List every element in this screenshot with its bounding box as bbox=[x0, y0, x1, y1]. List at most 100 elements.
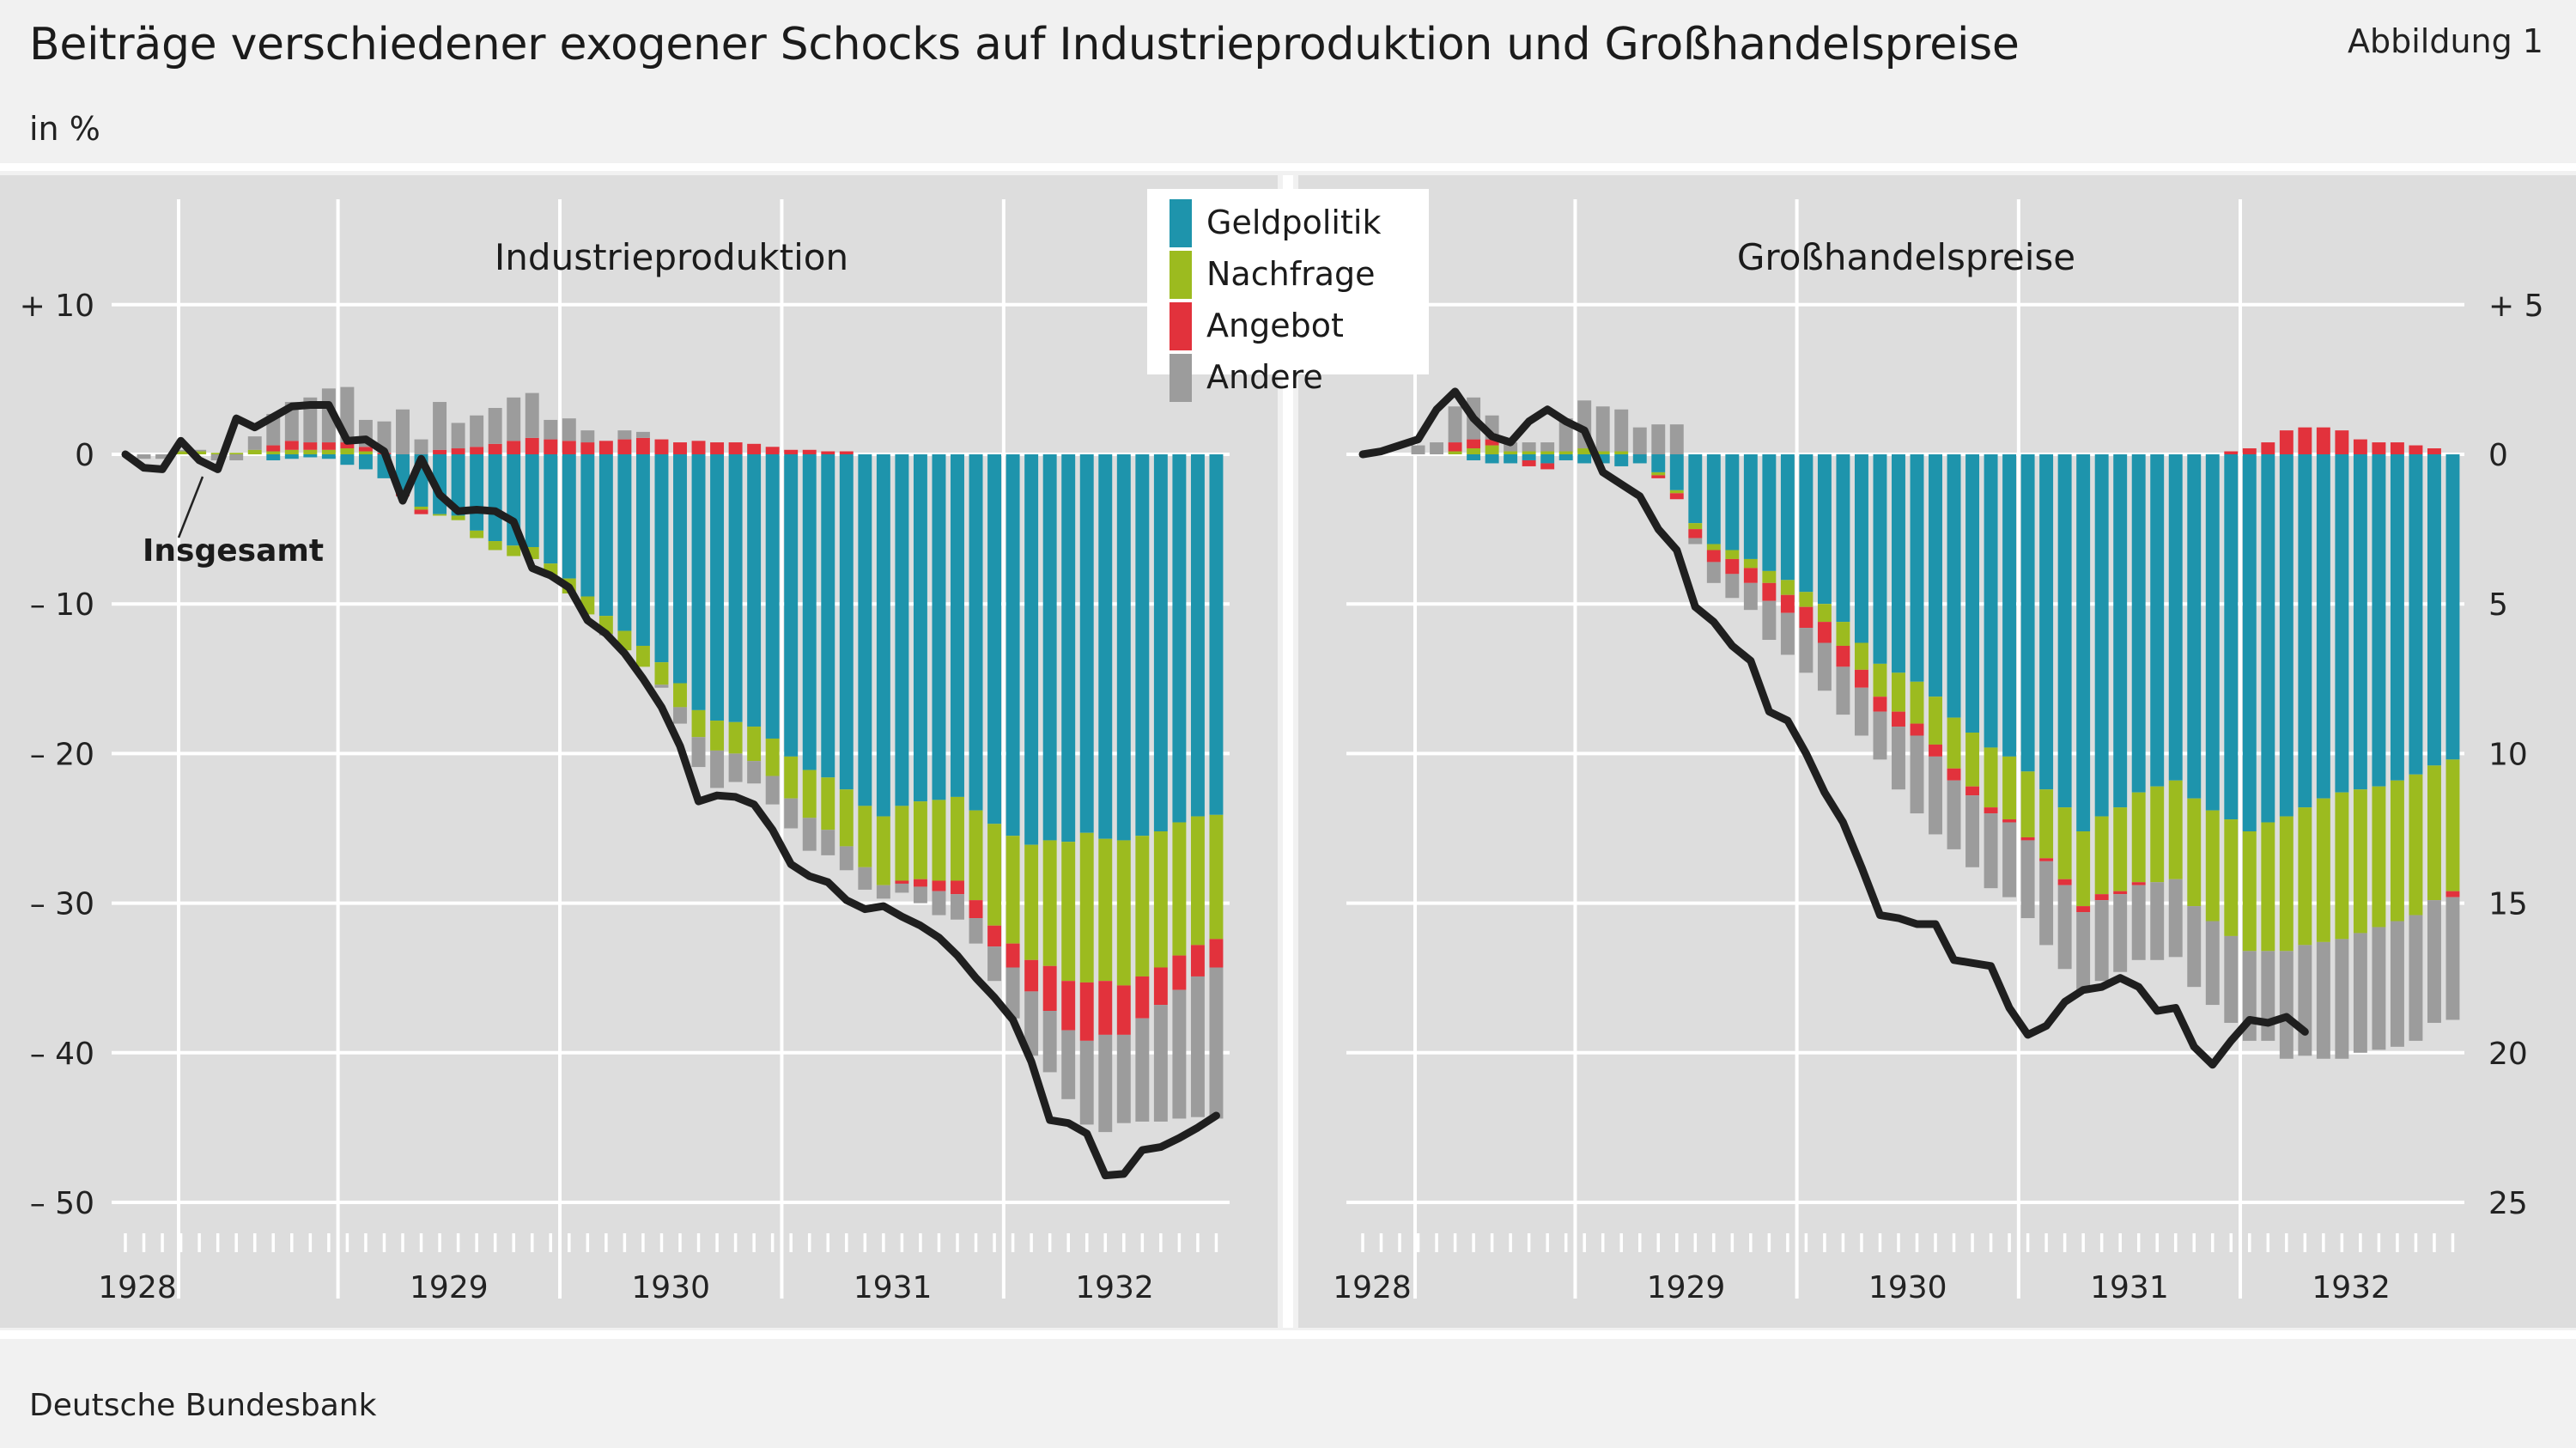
bar-nachfrage bbox=[1558, 451, 1573, 454]
bar-geldpolitik bbox=[2057, 454, 2072, 808]
bar-nachfrage bbox=[839, 789, 854, 847]
bar-andere bbox=[1873, 711, 1887, 760]
bar-andere bbox=[1706, 562, 1721, 583]
bar-geldpolitik bbox=[470, 454, 484, 531]
bar-angebot bbox=[1725, 558, 1740, 575]
bar-andere bbox=[673, 707, 687, 724]
bar-andere bbox=[2076, 912, 2091, 994]
bar-angebot bbox=[321, 442, 336, 450]
bar-geldpolitik bbox=[1024, 454, 1039, 845]
bar-andere bbox=[525, 392, 539, 438]
bar-geldpolitik bbox=[2279, 454, 2293, 817]
bar-geldpolitik bbox=[1098, 454, 1113, 839]
bar-geldpolitik bbox=[1669, 454, 1684, 490]
bar-angebot bbox=[710, 442, 725, 454]
bar-angebot bbox=[617, 439, 632, 454]
bar-nachfrage bbox=[2057, 807, 2072, 879]
bar-nachfrage bbox=[1153, 830, 1168, 968]
legend: Geldpolitik Nachfrage Angebot Andere bbox=[1147, 189, 1429, 402]
bar-nachfrage bbox=[1522, 451, 1536, 454]
bar-geldpolitik bbox=[1540, 454, 1555, 464]
bar-andere bbox=[1984, 813, 1998, 889]
bar-nachfrage bbox=[2390, 780, 2404, 922]
bar-angebot bbox=[2427, 448, 2441, 454]
bar-nachfrage bbox=[1651, 472, 1666, 476]
bar-andere bbox=[2094, 900, 2109, 982]
bar-geldpolitik bbox=[1854, 454, 1868, 643]
bar-nachfrage bbox=[2076, 830, 2091, 907]
bar-angebot bbox=[728, 442, 743, 454]
legend-label-nachfrage: Nachfrage bbox=[1206, 255, 1375, 293]
bar-geldpolitik bbox=[1651, 454, 1666, 472]
bar-angebot bbox=[2279, 430, 2293, 454]
bar-nachfrage bbox=[1116, 840, 1131, 986]
y-tick-label: – 50 bbox=[30, 1186, 94, 1221]
bar-angebot bbox=[2372, 442, 2386, 454]
bar-angebot bbox=[433, 449, 447, 454]
line-insgesamt bbox=[121, 401, 1220, 1180]
bar-nachfrage bbox=[765, 738, 780, 776]
bar-nachfrage bbox=[1743, 558, 1758, 569]
bar-andere bbox=[1669, 424, 1684, 454]
bar-geldpolitik bbox=[2094, 454, 2109, 817]
bar-andere bbox=[858, 867, 872, 890]
bar-angebot bbox=[2224, 451, 2239, 454]
bar-angebot bbox=[1762, 582, 1777, 601]
bar-geldpolitik bbox=[1965, 454, 1980, 733]
y-tick-label: 15 bbox=[2488, 887, 2528, 922]
bar-nachfrage bbox=[1947, 717, 1961, 769]
bar-andere bbox=[470, 415, 484, 447]
bar-nachfrage bbox=[1910, 681, 1924, 724]
bar-nachfrage bbox=[414, 506, 428, 510]
bar-nachfrage bbox=[710, 721, 725, 751]
bar-geldpolitik bbox=[2224, 454, 2239, 820]
bar-nachfrage bbox=[969, 810, 983, 901]
bar-geldpolitik bbox=[1780, 454, 1795, 581]
chart-title: Beiträge verschiedener exogener Schocks … bbox=[29, 19, 2020, 70]
y-tick-label: + 10 bbox=[20, 289, 94, 324]
bar-andere bbox=[895, 883, 909, 893]
bar-andere bbox=[617, 430, 632, 440]
annotation-pointer bbox=[177, 476, 204, 538]
bar-andere bbox=[1430, 442, 1444, 454]
bar-andere bbox=[2113, 894, 2128, 972]
bar-angebot bbox=[598, 441, 613, 454]
bar-nachfrage bbox=[1061, 842, 1076, 982]
bar-nachfrage bbox=[1504, 451, 1518, 454]
bar-andere bbox=[247, 436, 262, 450]
bar-andere bbox=[747, 761, 762, 784]
legend-swatch-nachfrage bbox=[1170, 251, 1192, 299]
bar-geldpolitik bbox=[839, 454, 854, 790]
bar-angebot bbox=[2298, 427, 2312, 454]
bar-nachfrage bbox=[2002, 756, 2017, 820]
x-tick-label: 1930 bbox=[631, 1270, 710, 1305]
bar-andere bbox=[1135, 1018, 1150, 1122]
bar-andere bbox=[1688, 538, 1703, 545]
bar-geldpolitik bbox=[821, 454, 835, 778]
bar-angebot bbox=[1688, 529, 1703, 538]
bar-geldpolitik bbox=[876, 454, 890, 817]
bar-geldpolitik bbox=[2390, 454, 2404, 781]
bar-andere bbox=[1098, 1034, 1113, 1133]
bar-angebot bbox=[1135, 976, 1150, 1019]
bar-angebot bbox=[2390, 442, 2404, 454]
bar-geldpolitik bbox=[1005, 454, 1020, 837]
bar-geldpolitik bbox=[1706, 454, 1721, 545]
bar-nachfrage bbox=[247, 449, 262, 454]
bar-nachfrage bbox=[932, 800, 946, 881]
bar-geldpolitik bbox=[2168, 454, 2183, 781]
bar-angebot bbox=[2316, 427, 2330, 454]
bar-nachfrage bbox=[2427, 765, 2441, 901]
bar-nachfrage bbox=[673, 683, 687, 708]
bar-angebot bbox=[414, 509, 428, 514]
bar-angebot bbox=[1947, 768, 1961, 781]
bar-nachfrage bbox=[1836, 622, 1850, 646]
bar-geldpolitik bbox=[1910, 454, 1924, 682]
bar-nachfrage bbox=[2039, 789, 2054, 859]
bar-nachfrage bbox=[1540, 451, 1555, 454]
source-label: Deutsche Bundesbank bbox=[29, 1388, 377, 1423]
bar-nachfrage bbox=[1577, 448, 1592, 454]
bar-angebot bbox=[1669, 493, 1684, 500]
bar-nachfrage bbox=[691, 709, 706, 738]
legend-label-angebot: Angebot bbox=[1206, 307, 1344, 344]
